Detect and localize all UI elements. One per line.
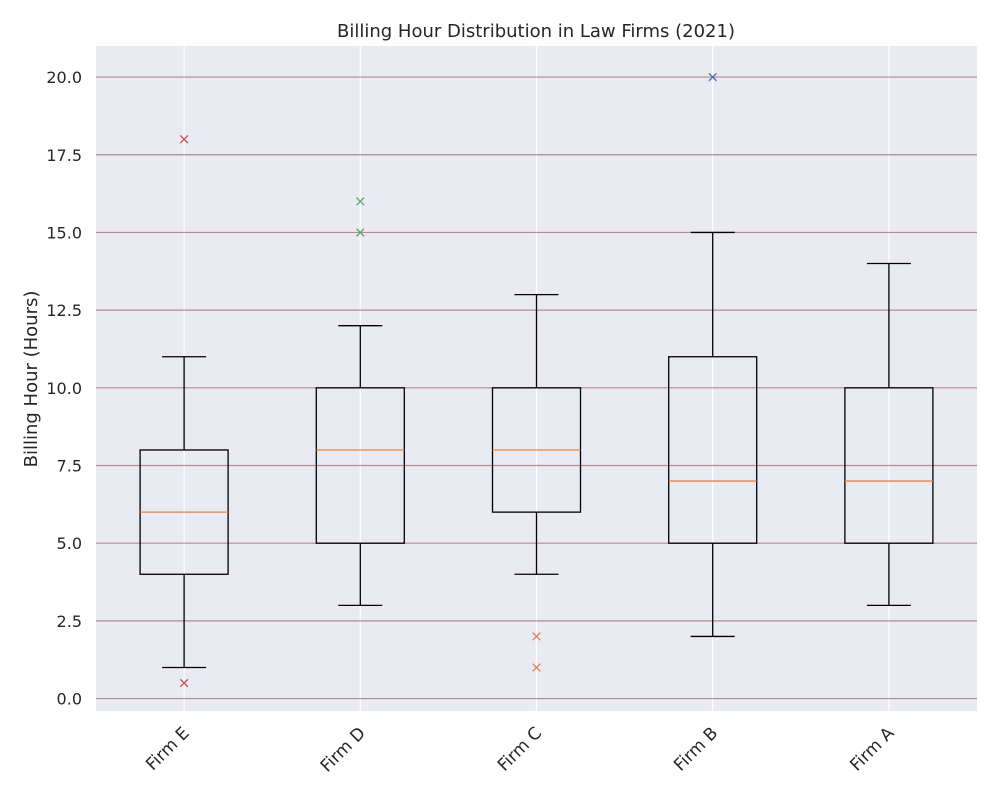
boxes-layer bbox=[139, 72, 934, 688]
outlier-point bbox=[356, 197, 365, 206]
y-tick-label: 20.0 bbox=[46, 68, 82, 87]
box-firm-e bbox=[139, 134, 229, 688]
x-tick-label: Firm B bbox=[670, 723, 722, 775]
box-firm-b bbox=[668, 72, 758, 638]
x-tick-label: Firm A bbox=[846, 723, 898, 775]
x-tick-labels: Firm E Firm D Firm C Firm B Firm A bbox=[142, 723, 898, 776]
y-tick-label: 12.5 bbox=[46, 301, 82, 320]
y-axis-label: Billing Hour (Hours) bbox=[21, 291, 42, 468]
iqr-box bbox=[844, 387, 934, 544]
iqr-box bbox=[668, 356, 758, 544]
chart-title: Billing Hour Distribution in Law Firms (… bbox=[337, 21, 735, 42]
outlier-point bbox=[532, 632, 541, 641]
box-firm-c bbox=[491, 293, 582, 672]
box-firm-d bbox=[315, 197, 405, 606]
y-tick-labels: 0.0 2.5 5.0 7.5 10.0 12.5 15.0 17.5 20.0 bbox=[46, 68, 82, 708]
box-firm-a bbox=[844, 262, 934, 606]
y-tick-label: 15.0 bbox=[46, 223, 82, 242]
x-tick-label: Firm C bbox=[494, 723, 546, 775]
outlier-point bbox=[179, 134, 189, 144]
y-tick-label: 2.5 bbox=[57, 612, 82, 631]
outlier-stroke bbox=[179, 134, 189, 144]
outlier-point bbox=[179, 678, 189, 688]
x-tick-label: Firm D bbox=[317, 723, 370, 776]
outlier-stroke bbox=[532, 663, 541, 672]
outlier-point bbox=[532, 663, 541, 672]
y-tick-label: 5.0 bbox=[57, 534, 82, 553]
y-tick-label: 0.0 bbox=[57, 690, 82, 709]
y-tick-label: 10.0 bbox=[46, 379, 82, 398]
outlier-stroke bbox=[356, 197, 365, 206]
y-tick-label: 17.5 bbox=[46, 146, 82, 165]
outlier-point bbox=[708, 72, 717, 82]
y-tick-label: 7.5 bbox=[57, 457, 82, 476]
outlier-stroke bbox=[356, 228, 365, 237]
outlier-point bbox=[356, 228, 365, 237]
outlier-stroke bbox=[179, 678, 189, 688]
outlier-stroke bbox=[532, 632, 541, 641]
x-tick-label: Firm E bbox=[142, 723, 193, 774]
outlier-stroke bbox=[708, 72, 717, 82]
iqr-box bbox=[315, 387, 405, 544]
